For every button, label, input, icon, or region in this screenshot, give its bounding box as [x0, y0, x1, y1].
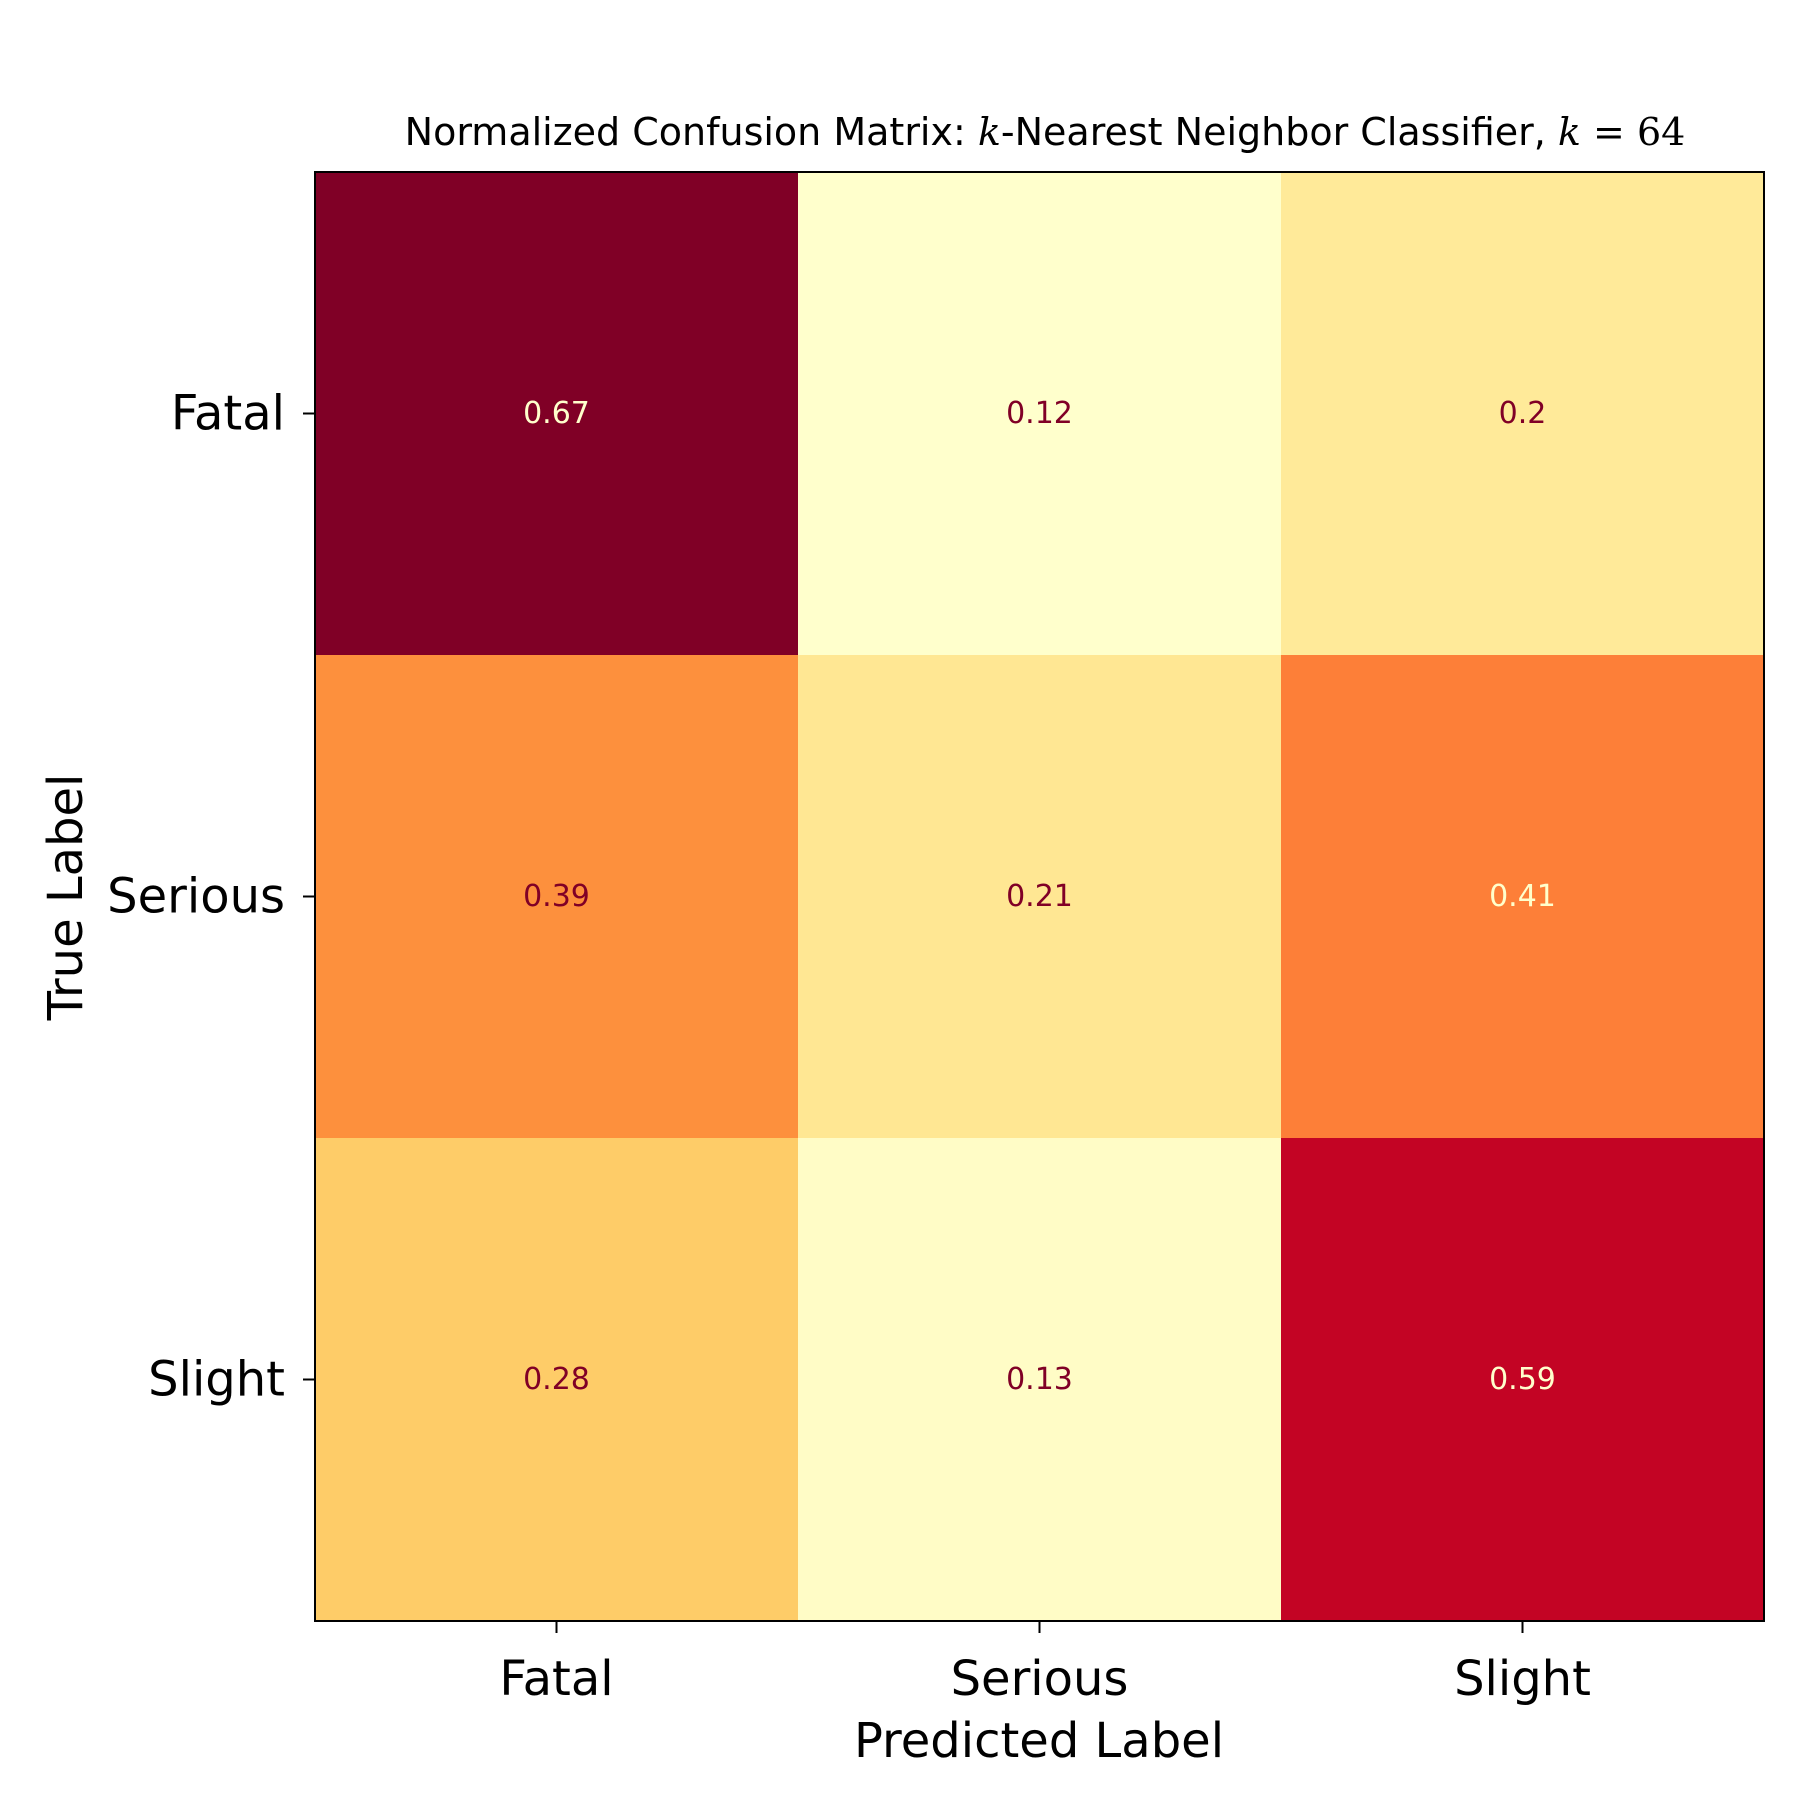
title-prefix: Normalized Confusion Matrix: [405, 110, 978, 154]
x-tick-label: Serious [951, 1651, 1129, 1707]
title-equals: = [1581, 110, 1637, 154]
cell-value-label: 0.41 [1489, 879, 1556, 914]
heatmap-cell [315, 1138, 799, 1622]
cell-value-label: 0.59 [1489, 1362, 1556, 1397]
chart-title: Normalized Confusion Matrix: k-Nearest N… [405, 110, 1686, 154]
heatmap-cells [315, 172, 1765, 1622]
heatmap-cell [315, 655, 799, 1139]
y-axis-ticks: Fatal Serious Slight [107, 386, 315, 1408]
heatmap-cell [1281, 655, 1765, 1139]
y-axis-label: True Label [38, 774, 94, 1022]
cell-value-label: 0.2 [1499, 396, 1547, 431]
title-k-value: 64 [1637, 110, 1685, 154]
heatmap-cell-labels: 0.67 0.12 0.2 0.39 0.21 0.41 0.28 0.13 0.59 [523, 396, 1556, 1397]
x-axis-label: Predicted Label [854, 1713, 1224, 1769]
heatmap-cell [1281, 1138, 1765, 1622]
y-tick-label: Slight [148, 1352, 285, 1408]
cell-value-label: 0.67 [523, 396, 590, 431]
cell-value-label: 0.13 [1006, 1362, 1073, 1397]
title-k-equals: k [1558, 110, 1581, 154]
heatmap-cell [798, 655, 1282, 1139]
title-k-symbol: k [978, 110, 1001, 154]
x-axis-ticks: Fatal Serious Slight [499, 1621, 1591, 1707]
heatmap-cell [798, 1138, 1282, 1622]
heatmap-cell [798, 172, 1282, 656]
y-tick-label: Fatal [171, 386, 285, 442]
heatmap-cell [315, 172, 799, 656]
cell-value-label: 0.39 [523, 879, 590, 914]
heatmap-cell [1281, 172, 1765, 656]
x-tick-label: Slight [1454, 1651, 1591, 1707]
cell-value-label: 0.28 [523, 1362, 590, 1397]
cell-value-label: 0.12 [1006, 396, 1073, 431]
y-tick-label: Serious [107, 869, 285, 925]
title-middle: -Nearest Neighbor Classifier, [1001, 110, 1558, 154]
cell-value-label: 0.21 [1006, 879, 1073, 914]
x-tick-label: Fatal [499, 1651, 613, 1707]
